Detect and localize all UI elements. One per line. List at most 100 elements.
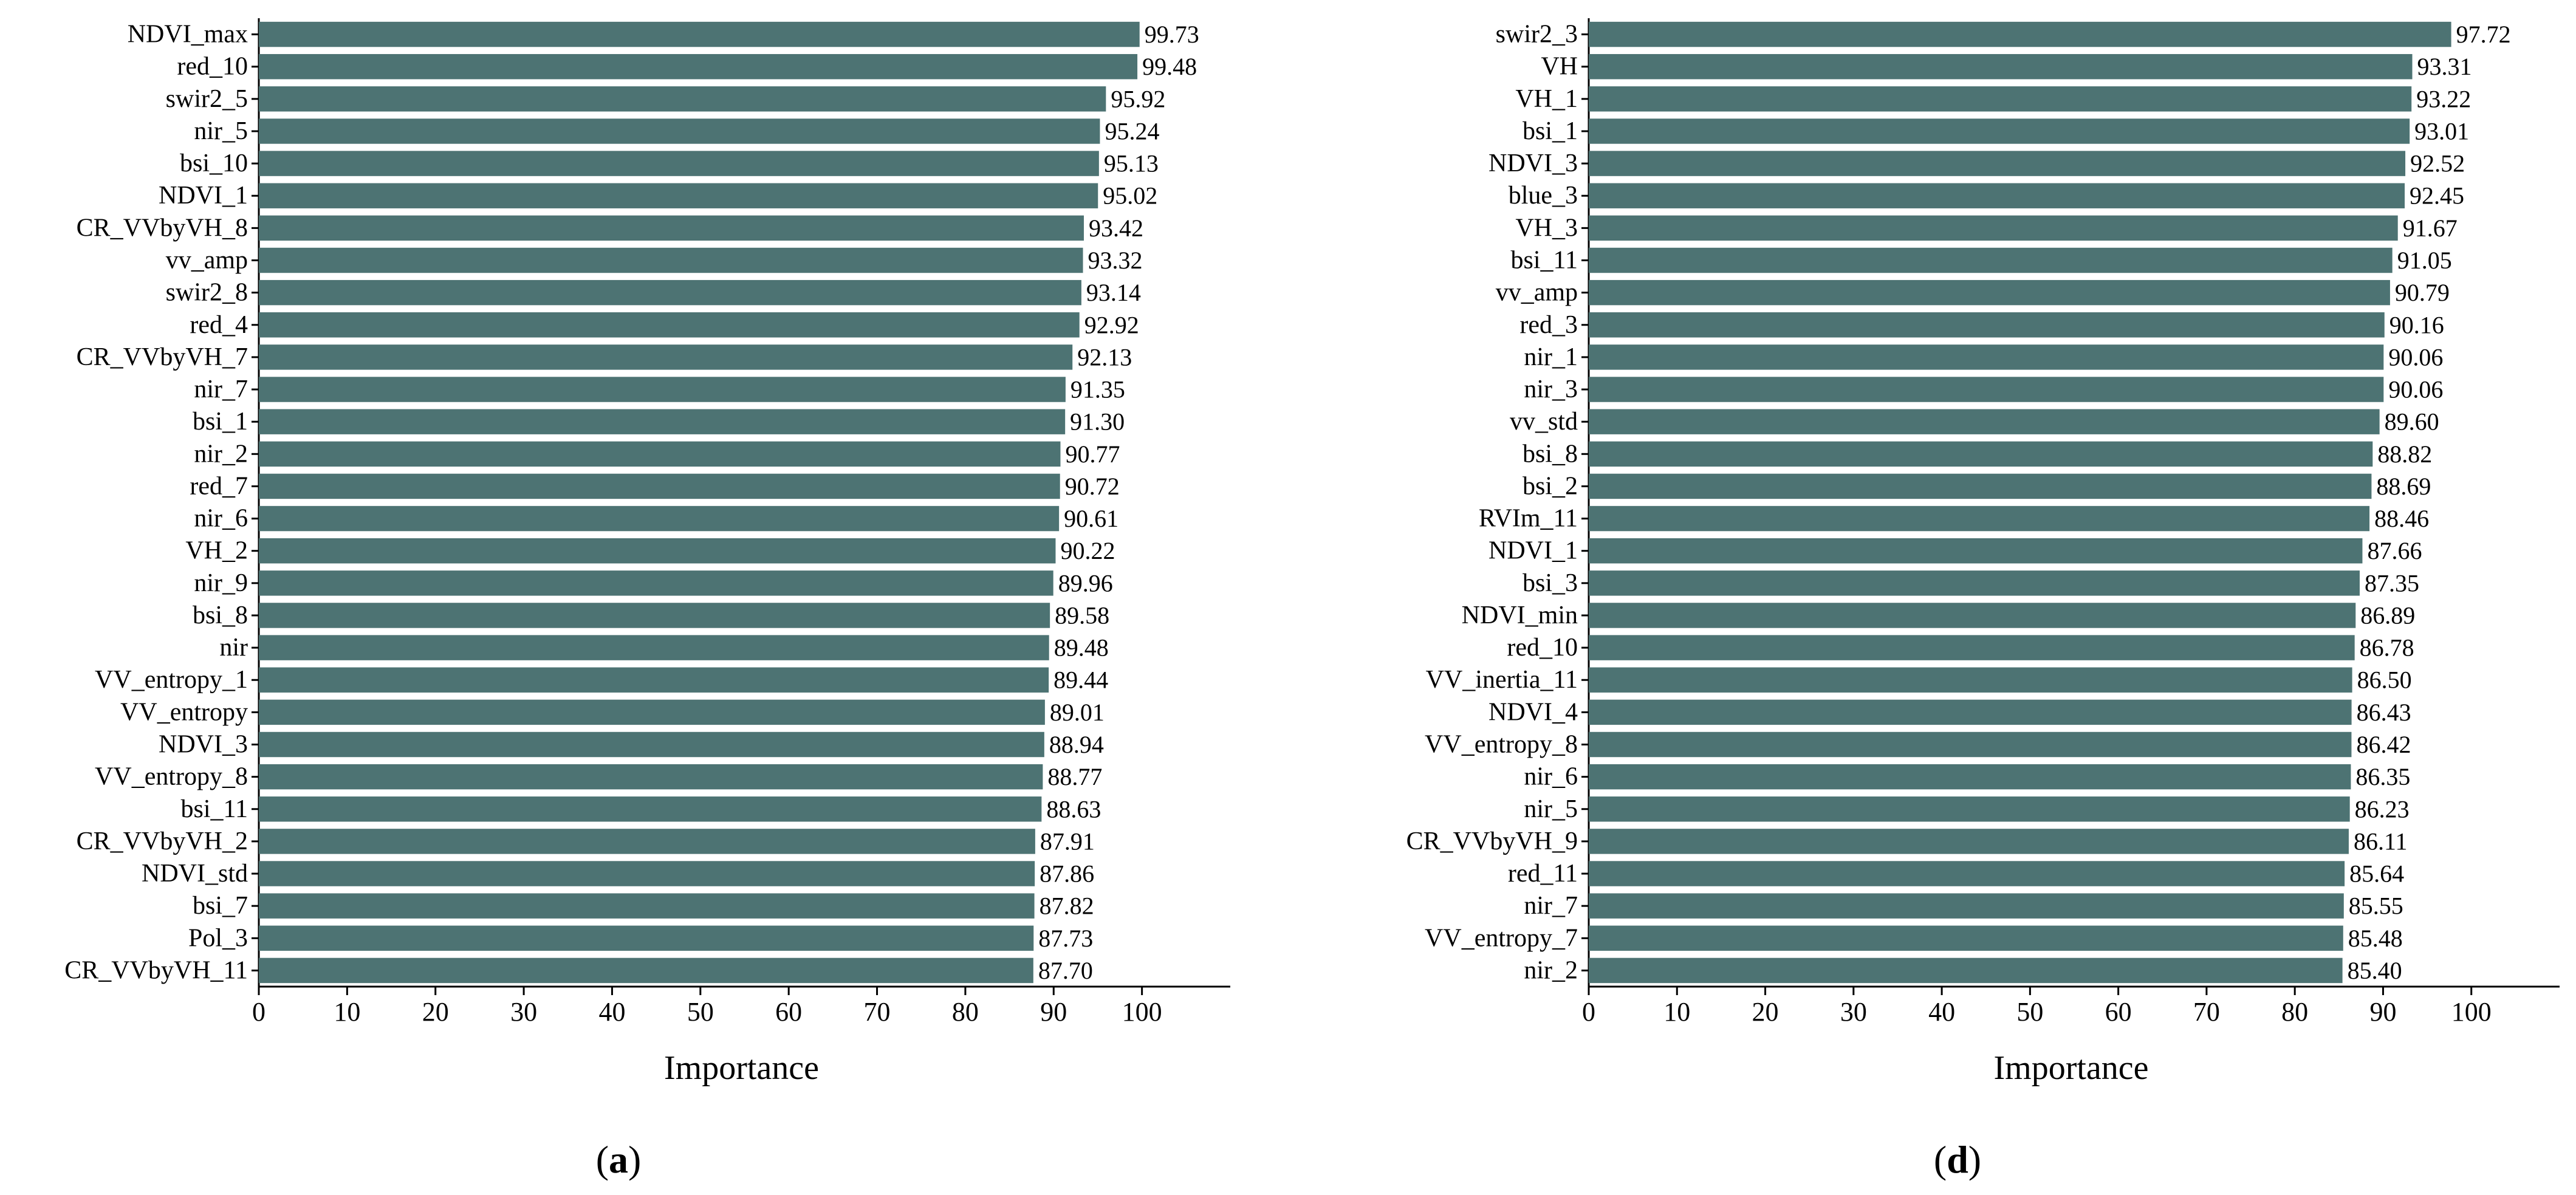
bar-bsi_10 xyxy=(259,151,1099,176)
bar-NDVI_std xyxy=(259,861,1035,886)
category-label: bsi_11 xyxy=(1511,247,1578,275)
x-tick-label: 100 xyxy=(2451,997,2492,1027)
category-label: VV_entropy_8 xyxy=(1425,731,1578,759)
bar-RVIm_11 xyxy=(1589,505,2370,532)
category-label: swir2_5 xyxy=(166,85,248,113)
data-label: 86.42 xyxy=(2356,731,2411,758)
category-label: vv_amp xyxy=(166,247,248,275)
category-label: CR_VVbyVH_8 xyxy=(77,214,248,242)
panel-label-open: ( xyxy=(1934,1138,1947,1181)
bar-NDVI_3 xyxy=(1589,151,2406,176)
bar-VV_entropy xyxy=(259,699,1045,725)
chart-panel-a: NDVI_max 99.73 red_10 99.48 swir2_5 95.92 nir_… xyxy=(64,18,1230,1181)
data-label: 90.22 xyxy=(1060,537,1115,564)
category-label: red_10 xyxy=(1507,634,1578,662)
x-tick-label: 40 xyxy=(598,997,625,1027)
x-tick-label: 30 xyxy=(1840,997,1867,1027)
category-label: swir2_8 xyxy=(166,279,248,307)
x-tick-label: 60 xyxy=(2105,997,2132,1027)
category-label: nir_9 xyxy=(194,569,248,597)
category-label: swir2_3 xyxy=(1496,21,1578,49)
data-label: 86.78 xyxy=(2360,634,2414,662)
data-label: 95.24 xyxy=(1105,117,1159,145)
data-label: 92.52 xyxy=(2410,150,2465,177)
bar-VV_entropy_1 xyxy=(259,667,1049,693)
bar-nir_2 xyxy=(259,441,1061,467)
data-label: 91.05 xyxy=(2397,247,2452,274)
data-label: 90.72 xyxy=(1065,473,1120,500)
category-label: VV_entropy_7 xyxy=(1425,924,1578,952)
bar-red_4 xyxy=(259,312,1080,338)
category-label: NDVI_std xyxy=(142,860,248,888)
data-label: 87.35 xyxy=(2365,569,2419,597)
data-label: 89.01 xyxy=(1050,699,1105,726)
bar-red_3 xyxy=(1589,312,2385,338)
bar-nir xyxy=(259,635,1049,660)
category-label: nir_6 xyxy=(194,505,248,533)
bar-bsi_11 xyxy=(259,796,1042,822)
category-label: bsi_1 xyxy=(1523,117,1578,145)
bar-bsi_8 xyxy=(1589,441,2373,467)
x-tick-label: 0 xyxy=(252,997,265,1027)
category-label: vv_amp xyxy=(1496,279,1578,307)
data-label: 86.43 xyxy=(2357,699,2411,726)
data-label: 92.92 xyxy=(1084,311,1139,338)
panel-label: (a) xyxy=(596,1138,642,1181)
category-label: nir_7 xyxy=(194,375,248,403)
bar-nir_7 xyxy=(259,377,1066,402)
data-label: 85.64 xyxy=(2349,860,2404,888)
category-label: VV_inertia_11 xyxy=(1426,666,1578,694)
bar-blue_3 xyxy=(1589,183,2405,208)
panel-label-close: ) xyxy=(1968,1138,1981,1181)
category-label: bsi_1 xyxy=(193,408,248,436)
category-label: NDVI_3 xyxy=(1488,149,1578,177)
data-label: 95.02 xyxy=(1103,182,1157,210)
data-label: 89.96 xyxy=(1058,569,1113,597)
bar-bsi_3 xyxy=(1589,570,2360,596)
category-label: nir_1 xyxy=(1524,343,1578,371)
bar-vv_std xyxy=(1589,409,2380,434)
category-label: VH_3 xyxy=(1515,214,1578,242)
category-label: nir_2 xyxy=(1524,956,1578,984)
bar-nir_7 xyxy=(1589,893,2344,919)
category-label: RVIm_11 xyxy=(1479,505,1578,533)
category-label: NDVI_1 xyxy=(1488,537,1578,565)
category-label: VH_2 xyxy=(185,537,248,565)
bar-nir_6 xyxy=(259,505,1060,532)
category-label: red_7 xyxy=(190,472,248,500)
data-label: 97.72 xyxy=(2456,21,2511,48)
bar-nir_2 xyxy=(1589,957,2343,984)
bar-vv_amp xyxy=(1589,279,2390,306)
data-label: 99.73 xyxy=(1145,21,1199,48)
category-label: CR_VVbyVH_9 xyxy=(1406,827,1578,855)
bar-red_11 xyxy=(1589,861,2345,886)
category-label: VH xyxy=(1541,53,1578,81)
x-axis-label: Importance xyxy=(664,1049,819,1087)
bar-vv_amp xyxy=(259,247,1083,273)
data-label: 86.23 xyxy=(2355,795,2410,823)
bar-CR_VVbyVH_7 xyxy=(259,344,1073,370)
data-label: 90.16 xyxy=(2389,311,2444,338)
x-axis-label: Importance xyxy=(1994,1049,2149,1087)
bar-CR_VVbyVH_9 xyxy=(1589,829,2349,854)
data-label: 93.32 xyxy=(1088,247,1143,274)
category-label: vv_std xyxy=(1510,408,1578,436)
bar-bsi_1 xyxy=(259,409,1066,434)
category-label: red_3 xyxy=(1519,311,1578,339)
category-label: nir_6 xyxy=(1524,763,1578,791)
x-tick-label: 10 xyxy=(334,997,360,1027)
bar-nir_6 xyxy=(1589,764,2351,790)
x-tick-label: 20 xyxy=(1752,997,1779,1027)
data-label: 87.82 xyxy=(1040,892,1094,920)
category-label: bsi_7 xyxy=(193,892,248,920)
bar-nir_5 xyxy=(259,118,1100,144)
bar-VH xyxy=(1589,53,2413,80)
category-label: bsi_3 xyxy=(1523,569,1578,597)
data-label: 93.14 xyxy=(1086,279,1141,306)
data-label: 90.06 xyxy=(2388,343,2443,371)
data-label: 85.48 xyxy=(2348,925,2403,952)
data-label: 93.31 xyxy=(2417,53,2472,80)
data-label: 90.61 xyxy=(1064,505,1118,532)
category-label: bsi_8 xyxy=(1523,440,1578,468)
category-label: bsi_11 xyxy=(181,795,248,823)
